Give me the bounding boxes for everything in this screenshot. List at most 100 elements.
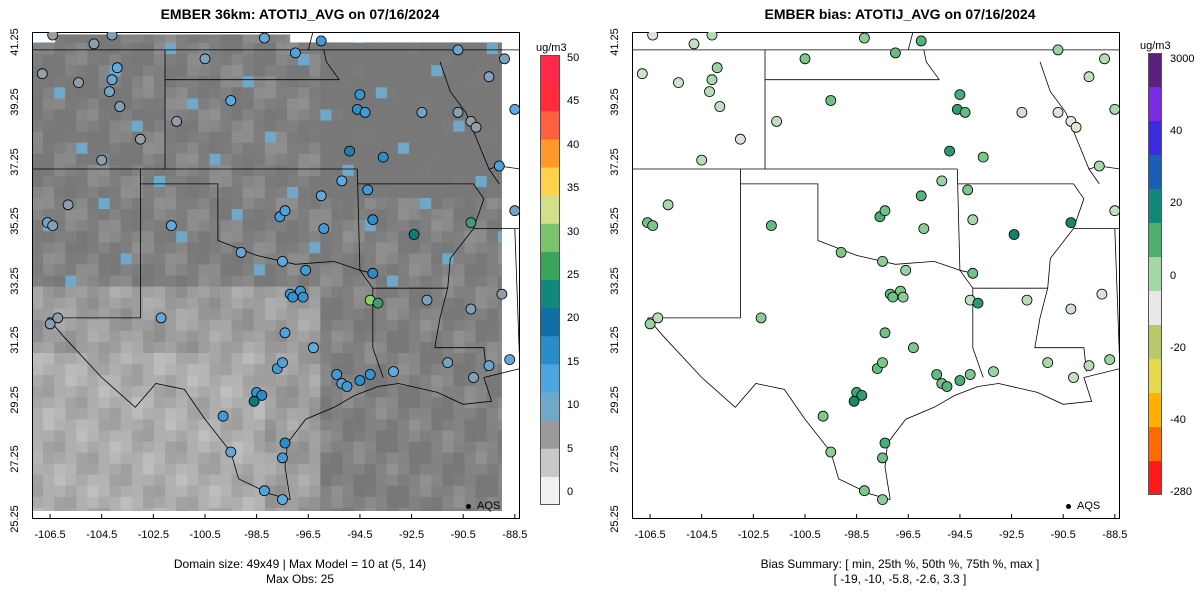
station-marker-3 xyxy=(706,32,718,41)
colorbar-segment-7 xyxy=(1148,291,1162,326)
station-marker-77 xyxy=(877,357,888,369)
colorbar-tick-label: 50 xyxy=(567,52,580,64)
station-marker-57 xyxy=(496,288,508,300)
station-marker-48 xyxy=(967,267,979,279)
colorbar-segment-2 xyxy=(540,111,560,140)
station-marker-21 xyxy=(1016,107,1028,118)
y-tick-label: 25.25 xyxy=(609,505,621,533)
station-marker-14 xyxy=(889,47,901,59)
station-marker-81 xyxy=(877,452,888,464)
boundary-line-14 xyxy=(647,317,891,500)
station-marker-32 xyxy=(696,154,708,166)
x-tick-label: -88.5 xyxy=(502,529,528,541)
y-axis-labels: 41.25 39.25 37.25 35.25 33.25 31.25 29.25 27.25… xyxy=(0,0,28,600)
station-marker-60 xyxy=(755,312,767,324)
station-marker-27 xyxy=(452,44,464,56)
colorbar-segment-14 xyxy=(540,448,560,478)
station-marker-72 xyxy=(504,354,516,366)
station-marker-54 xyxy=(372,297,384,309)
station-marker-1 xyxy=(647,32,659,41)
colorbar-segment-0 xyxy=(540,55,560,84)
station-marker-18 xyxy=(359,107,371,118)
station-marker-11 xyxy=(799,53,811,65)
colorbar-segment-7 xyxy=(540,251,560,281)
station-marker-6 xyxy=(104,86,115,97)
colorbar-segment-3 xyxy=(1148,155,1162,190)
colorbar-tick-label: 3000 xyxy=(1170,53,1195,65)
boundary-line-10 xyxy=(439,61,500,185)
y-tick-label: 37.25 xyxy=(9,147,21,176)
y-tick-label: 33.25 xyxy=(609,266,621,295)
station-marker-77 xyxy=(277,357,288,369)
station-marker-72 xyxy=(1104,354,1116,366)
bias-map-plot xyxy=(632,32,1120,519)
x-tick-label: -104.5 xyxy=(86,529,118,541)
boundary-line-9 xyxy=(923,49,940,80)
y-tick-label: 31.25 xyxy=(609,326,621,355)
station-marker-40 xyxy=(367,214,379,226)
y-axis-labels: 41.25 39.25 37.25 35.25 33.25 31.25 29.25 27.25… xyxy=(600,0,628,600)
station-marker-78 xyxy=(217,410,229,422)
station-marker-38 xyxy=(336,175,348,187)
station-marker-39 xyxy=(362,184,374,196)
station-marker-47 xyxy=(300,264,312,276)
x-tick-label: -100.5 xyxy=(189,529,221,541)
x-tick-label: -94.5 xyxy=(947,529,973,541)
station-marker-28 xyxy=(509,104,520,115)
y-tick-label: 27.25 xyxy=(9,445,21,474)
colorbar-tick-label: -20 xyxy=(1170,341,1186,354)
station-marker-10 xyxy=(771,116,783,127)
colorbar-tick-label: 5 xyxy=(567,442,574,455)
station-marker-22 xyxy=(1052,107,1064,118)
colorbar-tick-label: 10 xyxy=(567,399,580,412)
station-marker-30 xyxy=(647,220,659,232)
station-marker-71 xyxy=(1083,360,1095,372)
station-marker-79 xyxy=(825,446,837,458)
station-marker-20 xyxy=(377,151,389,163)
y-tick-label: 29.25 xyxy=(9,386,21,414)
station-marker-8 xyxy=(673,77,684,88)
station-marker-58 xyxy=(44,318,56,330)
boundary-line-10 xyxy=(1039,61,1100,185)
station-marker-44 xyxy=(1093,160,1105,172)
x-tick-label: -102.5 xyxy=(737,529,769,541)
map-frame xyxy=(32,32,520,519)
station-marker-35 xyxy=(879,205,891,217)
station-marker-5 xyxy=(706,74,718,86)
station-marker-33 xyxy=(165,220,177,232)
y-tick-label: 39.25 xyxy=(9,88,21,116)
colorbar-tick-label: 45 xyxy=(567,95,580,108)
station-marker-59 xyxy=(652,312,664,324)
colorbar-segment-9 xyxy=(1148,359,1162,394)
y-tick-label: 37.25 xyxy=(609,147,621,176)
station-marker-48 xyxy=(367,267,379,279)
station-marker-8 xyxy=(73,77,84,88)
station-marker-74 xyxy=(856,389,868,401)
x-tick-label: -100.5 xyxy=(789,529,821,541)
station-marker-38 xyxy=(936,175,948,187)
station-marker-36 xyxy=(315,190,327,202)
x-tick-label: -106.5 xyxy=(34,529,66,541)
station-marker-24 xyxy=(470,121,482,133)
station-marker-46 xyxy=(877,255,888,267)
y-tick-label: 41.25 xyxy=(609,28,621,57)
station-marker-28 xyxy=(1109,104,1120,115)
station-marker-0 xyxy=(636,68,648,80)
colorbar-tick-label: 40 xyxy=(1170,125,1183,138)
x-tick-label: -90.5 xyxy=(450,529,476,541)
max-obs-summary: Max Obs: 25 xyxy=(265,572,335,586)
station-marker-11 xyxy=(199,53,211,65)
station-marker-79 xyxy=(225,446,237,458)
map-frame xyxy=(632,32,1120,519)
colorbar-tick-label: 0 xyxy=(567,486,574,498)
station-marker-66 xyxy=(954,375,966,386)
station-marker-12 xyxy=(225,95,237,106)
station-marker-74 xyxy=(256,389,268,401)
station-marker-6 xyxy=(704,86,715,97)
station-marker-2 xyxy=(688,38,700,50)
boundary-line-4 xyxy=(47,169,141,319)
x-tick-label: -104.5 xyxy=(686,529,718,541)
station-marker-24 xyxy=(1070,121,1082,133)
colorbar-segment-4 xyxy=(540,167,560,197)
station-marker-4 xyxy=(711,62,723,74)
